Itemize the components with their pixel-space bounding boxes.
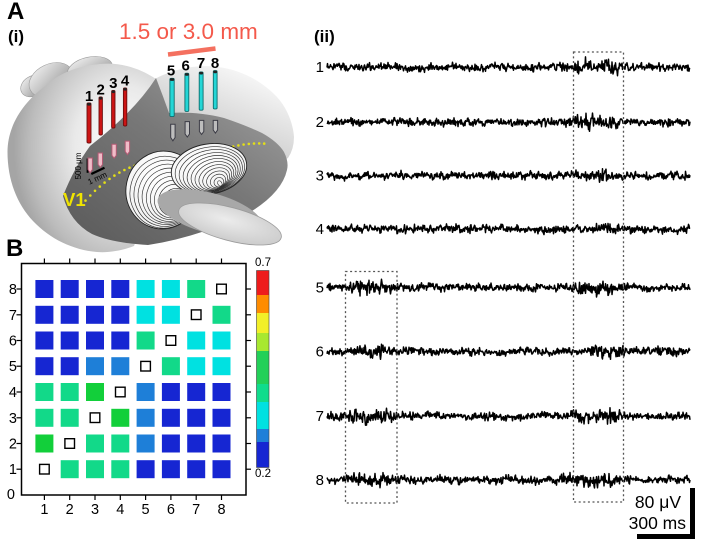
svg-text:0: 0 (7, 487, 15, 503)
svg-text:(i): (i) (8, 27, 24, 46)
svg-text:(ii): (ii) (314, 27, 335, 46)
svg-text:5: 5 (316, 280, 324, 297)
svg-text:A: A (7, 0, 24, 25)
svg-text:7: 7 (316, 408, 324, 425)
svg-text:8: 8 (217, 502, 225, 518)
svg-text:4: 4 (121, 73, 130, 90)
svg-text:1.5 or 3.0 mm: 1.5 or 3.0 mm (119, 19, 258, 44)
svg-text:8: 8 (211, 55, 219, 72)
svg-text:5: 5 (142, 502, 150, 518)
svg-text:80 μV: 80 μV (635, 492, 681, 512)
svg-text:V1: V1 (63, 189, 86, 210)
svg-text:B: B (6, 235, 23, 262)
svg-text:6: 6 (182, 58, 190, 75)
svg-text:4: 4 (9, 385, 17, 401)
svg-text:2: 2 (66, 502, 74, 518)
svg-text:6: 6 (167, 502, 175, 518)
svg-text:300 ms: 300 ms (629, 513, 687, 533)
svg-text:2: 2 (9, 437, 17, 453)
svg-text:1: 1 (85, 88, 93, 105)
svg-text:1: 1 (316, 59, 324, 76)
svg-text:1: 1 (40, 502, 48, 518)
svg-text:8: 8 (9, 282, 17, 298)
svg-text:6: 6 (9, 334, 17, 350)
svg-text:5: 5 (167, 63, 175, 80)
svg-text:1: 1 (9, 462, 17, 478)
svg-text:5: 5 (9, 359, 17, 375)
svg-text:0.7: 0.7 (255, 257, 271, 269)
svg-text:7: 7 (192, 502, 200, 518)
svg-text:3: 3 (91, 502, 99, 518)
svg-text:7: 7 (9, 308, 17, 324)
svg-text:4: 4 (116, 502, 124, 518)
svg-text:3: 3 (109, 75, 117, 92)
svg-text:7: 7 (197, 55, 205, 72)
svg-text:3: 3 (9, 411, 17, 427)
svg-text:2: 2 (97, 82, 105, 99)
svg-text:500 μm: 500 μm (74, 152, 83, 179)
svg-text:2: 2 (316, 114, 324, 131)
svg-text:6: 6 (316, 344, 324, 361)
svg-text:4: 4 (316, 221, 324, 238)
svg-text:3: 3 (316, 168, 324, 185)
svg-text:8: 8 (316, 472, 324, 489)
svg-text:0.2: 0.2 (255, 468, 271, 480)
